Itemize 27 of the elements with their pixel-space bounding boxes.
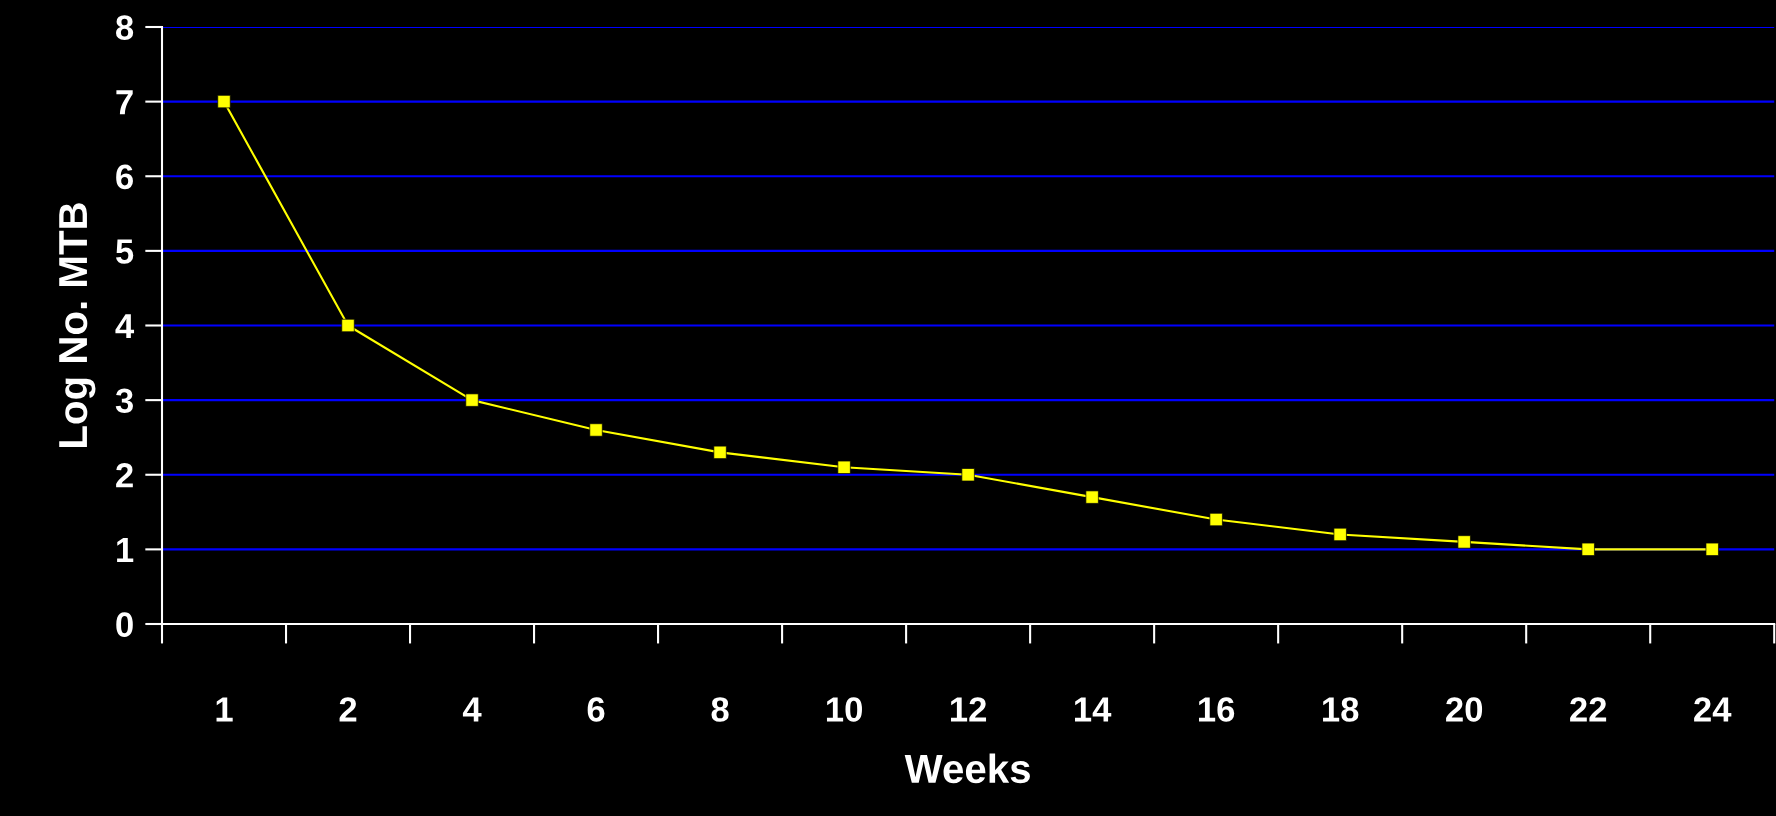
x-axis-title: Weeks — [904, 753, 1030, 784]
y-tick-label: 3 — [115, 388, 133, 414]
point — [1209, 512, 1223, 527]
y-tick-label: 5 — [115, 239, 134, 264]
y-tick-label: 0 — [116, 612, 133, 637]
x-tick-label: 1 — [216, 697, 233, 722]
x-tick-label: 6 — [587, 697, 605, 722]
x-tick-label: 22 — [1570, 697, 1607, 722]
x-tick-label: 18 — [1323, 697, 1359, 722]
x-tick-label: 16 — [1199, 697, 1235, 722]
x-tick-label: 24 — [1694, 697, 1732, 722]
x-tick-label: 8 — [711, 697, 729, 722]
x-tick-label: 12 — [950, 697, 987, 722]
y-tick-label: 7 — [116, 90, 133, 115]
y-tick-label: 6 — [116, 164, 133, 190]
y-tick-label: 4 — [115, 314, 135, 339]
x-tick-label: 4 — [462, 697, 482, 722]
point — [341, 318, 355, 333]
y-tick-label: 2 — [116, 463, 133, 488]
x-tick-label: 14 — [1075, 697, 1112, 722]
y-tick-label: 1 — [117, 538, 134, 562]
x-tick-label: 20 — [1446, 697, 1483, 722]
y-tick-label: 8 — [116, 15, 134, 40]
point — [217, 95, 231, 109]
y-axis-title: Log No. MTB — [59, 203, 96, 447]
x-tick-label: 10 — [826, 697, 862, 722]
x-tick-label: 2 — [339, 697, 357, 722]
